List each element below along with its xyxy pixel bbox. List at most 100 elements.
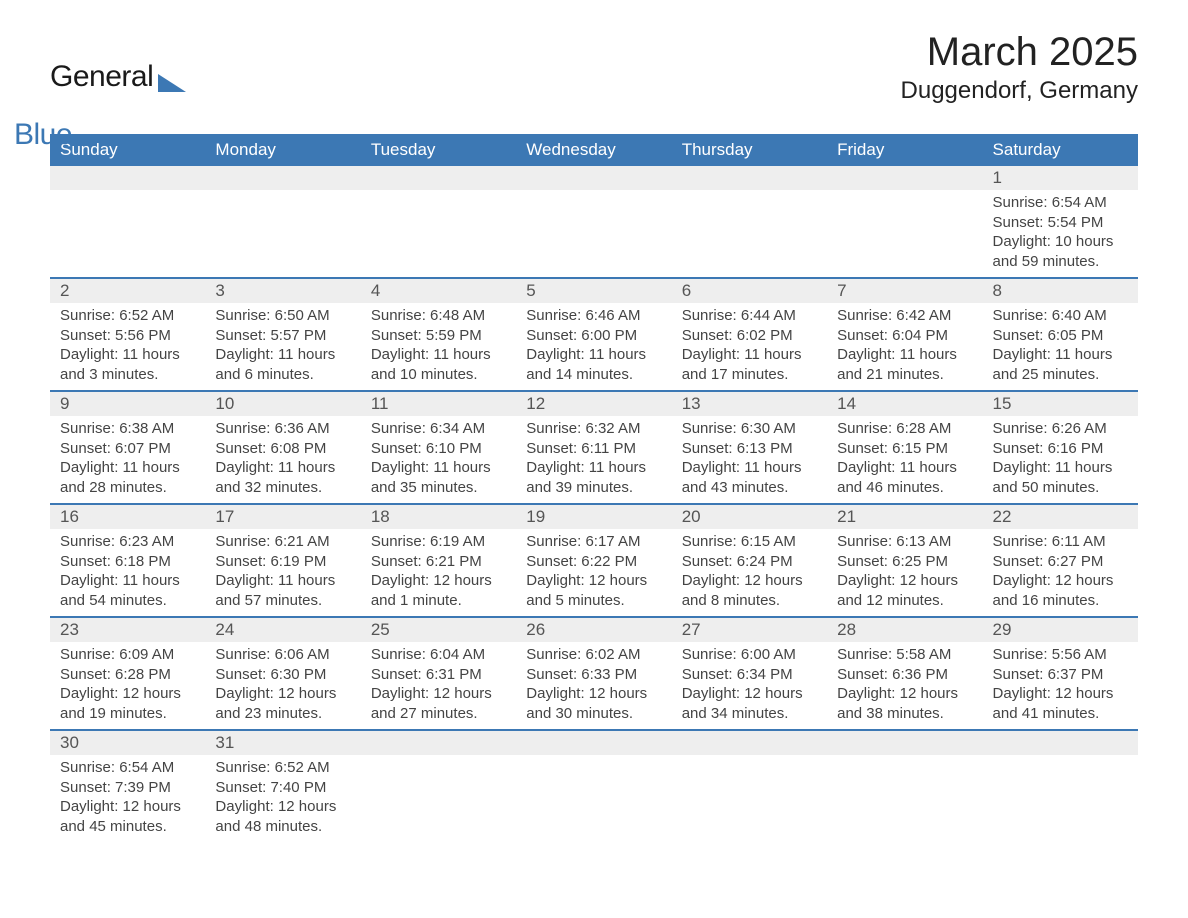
- day-body: [361, 755, 516, 764]
- day-body: Sunrise: 6:46 AMSunset: 6:00 PMDaylight:…: [516, 303, 671, 390]
- day-number: [205, 166, 360, 190]
- day-body: [516, 755, 671, 764]
- day-body: Sunrise: 6:19 AMSunset: 6:21 PMDaylight:…: [361, 529, 516, 616]
- sunset-text: Sunset: 6:13 PM: [682, 439, 817, 459]
- day-number: 14: [827, 392, 982, 416]
- day-number: [516, 731, 671, 755]
- sunset-text: Sunset: 7:39 PM: [60, 778, 195, 798]
- day-cell: 18Sunrise: 6:19 AMSunset: 6:21 PMDayligh…: [361, 504, 516, 617]
- day-cell: 16Sunrise: 6:23 AMSunset: 6:18 PMDayligh…: [50, 504, 205, 617]
- sunset-text: Sunset: 6:30 PM: [215, 665, 350, 685]
- day-cell: 5Sunrise: 6:46 AMSunset: 6:00 PMDaylight…: [516, 278, 671, 391]
- dayname-sunday: Sunday: [50, 134, 205, 166]
- dayname-monday: Monday: [205, 134, 360, 166]
- day-number: 1: [983, 166, 1138, 190]
- daylight2-text: and 34 minutes.: [682, 704, 817, 724]
- day-body: Sunrise: 6:06 AMSunset: 6:30 PMDaylight:…: [205, 642, 360, 729]
- sunset-text: Sunset: 6:05 PM: [993, 326, 1128, 346]
- day-cell: [516, 166, 671, 278]
- sunrise-text: Sunrise: 6:06 AM: [215, 645, 350, 665]
- sunrise-text: Sunrise: 6:11 AM: [993, 532, 1128, 552]
- day-cell: 15Sunrise: 6:26 AMSunset: 6:16 PMDayligh…: [983, 391, 1138, 504]
- day-cell: [50, 166, 205, 278]
- sunset-text: Sunset: 6:21 PM: [371, 552, 506, 572]
- day-number: 12: [516, 392, 671, 416]
- day-number: [50, 166, 205, 190]
- day-number: [827, 731, 982, 755]
- daylight1-text: Daylight: 12 hours: [526, 684, 661, 704]
- day-body: Sunrise: 6:13 AMSunset: 6:25 PMDaylight:…: [827, 529, 982, 616]
- day-body: [361, 190, 516, 199]
- daylight2-text: and 28 minutes.: [60, 478, 195, 498]
- daylight1-text: Daylight: 12 hours: [371, 571, 506, 591]
- daylight1-text: Daylight: 11 hours: [837, 458, 972, 478]
- daylight2-text: and 14 minutes.: [526, 365, 661, 385]
- day-body: Sunrise: 6:17 AMSunset: 6:22 PMDaylight:…: [516, 529, 671, 616]
- week-row: 16Sunrise: 6:23 AMSunset: 6:18 PMDayligh…: [50, 504, 1138, 617]
- day-number: 11: [361, 392, 516, 416]
- day-number: 23: [50, 618, 205, 642]
- daylight2-text: and 16 minutes.: [993, 591, 1128, 611]
- day-number: [672, 166, 827, 190]
- sunset-text: Sunset: 6:15 PM: [837, 439, 972, 459]
- logo-text-general: General: [50, 60, 153, 93]
- daylight1-text: Daylight: 11 hours: [993, 458, 1128, 478]
- daylight1-text: Daylight: 12 hours: [215, 684, 350, 704]
- day-cell: 4Sunrise: 6:48 AMSunset: 5:59 PMDaylight…: [361, 278, 516, 391]
- day-number: [361, 731, 516, 755]
- week-row: 1Sunrise: 6:54 AMSunset: 5:54 PMDaylight…: [50, 166, 1138, 278]
- day-cell: 20Sunrise: 6:15 AMSunset: 6:24 PMDayligh…: [672, 504, 827, 617]
- day-number: 4: [361, 279, 516, 303]
- daylight1-text: Daylight: 11 hours: [682, 458, 817, 478]
- sunrise-text: Sunrise: 6:52 AM: [215, 758, 350, 778]
- logo-text-blue: Blue: [14, 118, 72, 151]
- day-number: 8: [983, 279, 1138, 303]
- day-cell: 11Sunrise: 6:34 AMSunset: 6:10 PMDayligh…: [361, 391, 516, 504]
- sunrise-text: Sunrise: 5:56 AM: [993, 645, 1128, 665]
- day-body: Sunrise: 6:54 AMSunset: 5:54 PMDaylight:…: [983, 190, 1138, 277]
- sunset-text: Sunset: 6:27 PM: [993, 552, 1128, 572]
- day-number: [672, 731, 827, 755]
- sunrise-text: Sunrise: 6:00 AM: [682, 645, 817, 665]
- sunset-text: Sunset: 6:02 PM: [682, 326, 817, 346]
- location: Duggendorf, Germany: [901, 77, 1138, 105]
- daylight1-text: Daylight: 11 hours: [837, 345, 972, 365]
- sunset-text: Sunset: 6:37 PM: [993, 665, 1128, 685]
- daylight1-text: Daylight: 11 hours: [60, 345, 195, 365]
- daylight1-text: Daylight: 12 hours: [60, 797, 195, 817]
- dayname-row: Sunday Monday Tuesday Wednesday Thursday…: [50, 134, 1138, 166]
- sunset-text: Sunset: 6:10 PM: [371, 439, 506, 459]
- daylight1-text: Daylight: 11 hours: [993, 345, 1128, 365]
- daylight1-text: Daylight: 11 hours: [60, 458, 195, 478]
- day-cell: 29Sunrise: 5:56 AMSunset: 6:37 PMDayligh…: [983, 617, 1138, 730]
- daylight2-text: and 6 minutes.: [215, 365, 350, 385]
- sunset-text: Sunset: 6:08 PM: [215, 439, 350, 459]
- day-number: 26: [516, 618, 671, 642]
- day-body: Sunrise: 6:38 AMSunset: 6:07 PMDaylight:…: [50, 416, 205, 503]
- sunset-text: Sunset: 6:18 PM: [60, 552, 195, 572]
- day-number: [361, 166, 516, 190]
- day-cell: 30Sunrise: 6:54 AMSunset: 7:39 PMDayligh…: [50, 730, 205, 842]
- sunrise-text: Sunrise: 6:13 AM: [837, 532, 972, 552]
- day-number: 30: [50, 731, 205, 755]
- sunset-text: Sunset: 6:25 PM: [837, 552, 972, 572]
- day-cell: 23Sunrise: 6:09 AMSunset: 6:28 PMDayligh…: [50, 617, 205, 730]
- day-cell: 25Sunrise: 6:04 AMSunset: 6:31 PMDayligh…: [361, 617, 516, 730]
- daylight2-text: and 12 minutes.: [837, 591, 972, 611]
- day-number: 22: [983, 505, 1138, 529]
- day-body: Sunrise: 6:21 AMSunset: 6:19 PMDaylight:…: [205, 529, 360, 616]
- daylight1-text: Daylight: 11 hours: [215, 345, 350, 365]
- daylight2-text: and 27 minutes.: [371, 704, 506, 724]
- daylight2-text: and 32 minutes.: [215, 478, 350, 498]
- daylight2-text: and 38 minutes.: [837, 704, 972, 724]
- day-cell: 2Sunrise: 6:52 AMSunset: 5:56 PMDaylight…: [50, 278, 205, 391]
- sunrise-text: Sunrise: 6:09 AM: [60, 645, 195, 665]
- day-cell: [827, 730, 982, 842]
- day-cell: 31Sunrise: 6:52 AMSunset: 7:40 PMDayligh…: [205, 730, 360, 842]
- sunset-text: Sunset: 6:34 PM: [682, 665, 817, 685]
- sunrise-text: Sunrise: 6:15 AM: [682, 532, 817, 552]
- sunset-text: Sunset: 6:00 PM: [526, 326, 661, 346]
- day-cell: [205, 166, 360, 278]
- day-number: 31: [205, 731, 360, 755]
- sunrise-text: Sunrise: 6:52 AM: [60, 306, 195, 326]
